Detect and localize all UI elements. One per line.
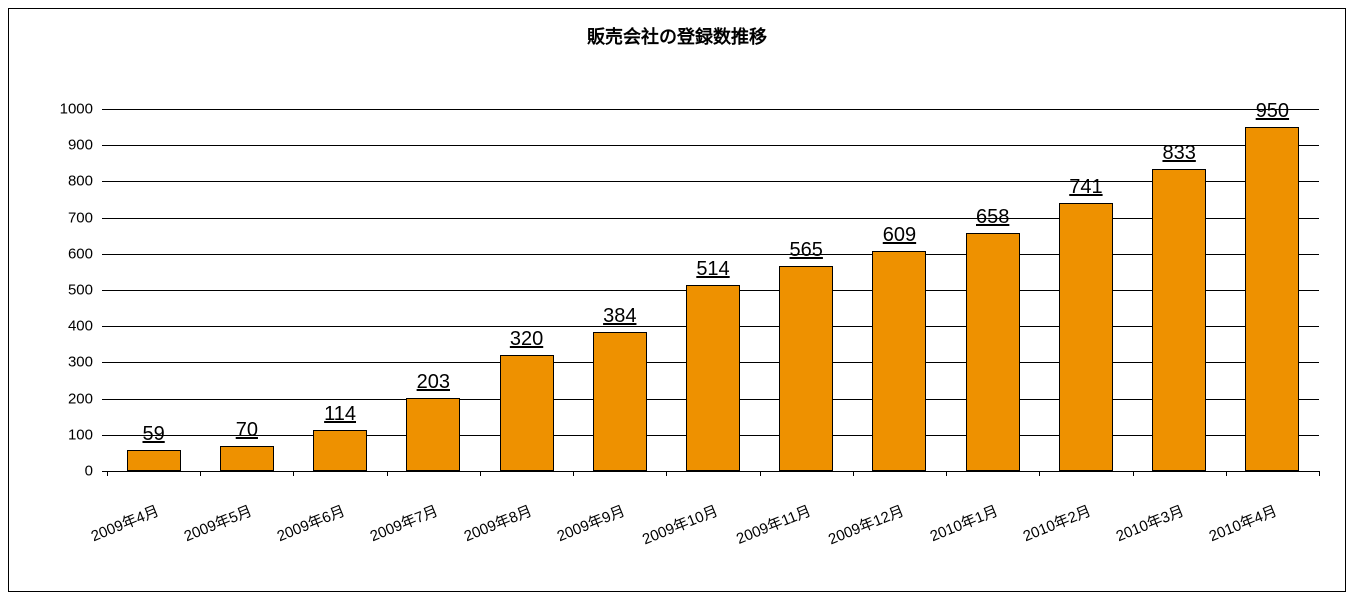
gridline: [107, 218, 1319, 219]
x-tick-mark: [1039, 471, 1040, 476]
x-tick-label: 2010年1月: [900, 500, 1001, 557]
y-tick-label: 600: [9, 245, 93, 262]
bar: [1152, 169, 1206, 471]
x-tick-label: 2009年6月: [247, 500, 348, 557]
x-tick-label: 2010年4月: [1180, 500, 1281, 557]
x-tick-mark: [1133, 471, 1134, 476]
y-tick-mark: [102, 218, 107, 219]
bar: [779, 266, 833, 471]
y-tick-mark: [102, 326, 107, 327]
y-tick-mark: [102, 362, 107, 363]
y-tick-label: 1000: [9, 101, 93, 118]
x-tick-mark: [293, 471, 294, 476]
x-tick-mark: [666, 471, 667, 476]
x-tick-label: 2009年10月: [620, 500, 721, 557]
bar-data-label: 203: [417, 371, 450, 394]
bar-data-label: 114: [324, 403, 356, 426]
plot-area: 5970114203320384514565609658741833950: [107, 109, 1319, 472]
bar-data-label: 59: [142, 423, 164, 446]
bar: [686, 285, 740, 471]
y-tick-mark: [102, 145, 107, 146]
bar-data-label: 950: [1256, 100, 1289, 123]
x-tick-label: 2009年11月: [714, 500, 815, 557]
bar: [966, 233, 1020, 471]
y-tick-label: 300: [9, 354, 93, 371]
y-tick-label: 700: [9, 209, 93, 226]
bar: [500, 355, 554, 471]
bar: [593, 332, 647, 471]
y-tick-mark: [102, 254, 107, 255]
x-tick-mark: [760, 471, 761, 476]
x-tick-label: 2009年12月: [807, 500, 908, 557]
x-tick-label: 2009年7月: [341, 500, 442, 557]
x-tick-mark: [480, 471, 481, 476]
x-tick-label: 2010年3月: [1086, 500, 1187, 557]
bar-data-label: 609: [883, 224, 916, 247]
bar-data-label: 565: [790, 239, 823, 262]
bar: [872, 251, 926, 471]
y-tick-mark: [102, 109, 107, 110]
y-tick-label: 500: [9, 282, 93, 299]
bar-data-label: 658: [976, 206, 1009, 229]
bar-data-label: 741: [1069, 176, 1102, 199]
x-tick-label: 2009年9月: [527, 500, 628, 557]
bar-data-label: 833: [1162, 142, 1195, 165]
y-tick-label: 100: [9, 426, 93, 443]
y-tick-label: 900: [9, 137, 93, 154]
gridline: [107, 145, 1319, 146]
bar-data-label: 320: [510, 328, 543, 351]
x-tick-label: 2010年2月: [993, 500, 1094, 557]
x-tick-mark: [1319, 471, 1320, 476]
x-tick-mark: [1226, 471, 1227, 476]
x-tick-mark: [387, 471, 388, 476]
bar-data-label: 514: [696, 258, 729, 281]
bar: [406, 398, 460, 471]
chart-title: 販売会社の登録数推移: [9, 23, 1345, 49]
gridline: [107, 181, 1319, 182]
bar: [1245, 127, 1299, 471]
bar-data-label: 384: [603, 305, 636, 328]
x-tick-mark: [946, 471, 947, 476]
y-tick-mark: [102, 181, 107, 182]
y-tick-mark: [102, 399, 107, 400]
y-tick-mark: [102, 290, 107, 291]
bar: [1059, 203, 1113, 471]
x-tick-mark: [573, 471, 574, 476]
x-tick-label: 2009年8月: [434, 500, 535, 557]
gridline: [107, 254, 1319, 255]
chart-frame: 販売会社の登録数推移 59 70 114 203 320 384 514 565 609 658 7…: [8, 8, 1346, 592]
y-tick-label: 400: [9, 318, 93, 335]
y-tick-label: 0: [9, 463, 93, 480]
bar: [220, 446, 274, 471]
y-tick-label: 800: [9, 173, 93, 190]
bar: [313, 430, 367, 471]
x-tick-label: 2009年4月: [61, 500, 162, 557]
x-tick-mark: [107, 471, 108, 476]
bar-data-label: 70: [236, 419, 258, 442]
y-tick-label: 200: [9, 390, 93, 407]
gridline: [107, 109, 1319, 110]
x-tick-label: 2009年5月: [154, 500, 255, 557]
x-tick-mark: [853, 471, 854, 476]
y-tick-mark: [102, 435, 107, 436]
bar: [127, 450, 181, 471]
x-tick-mark: [200, 471, 201, 476]
